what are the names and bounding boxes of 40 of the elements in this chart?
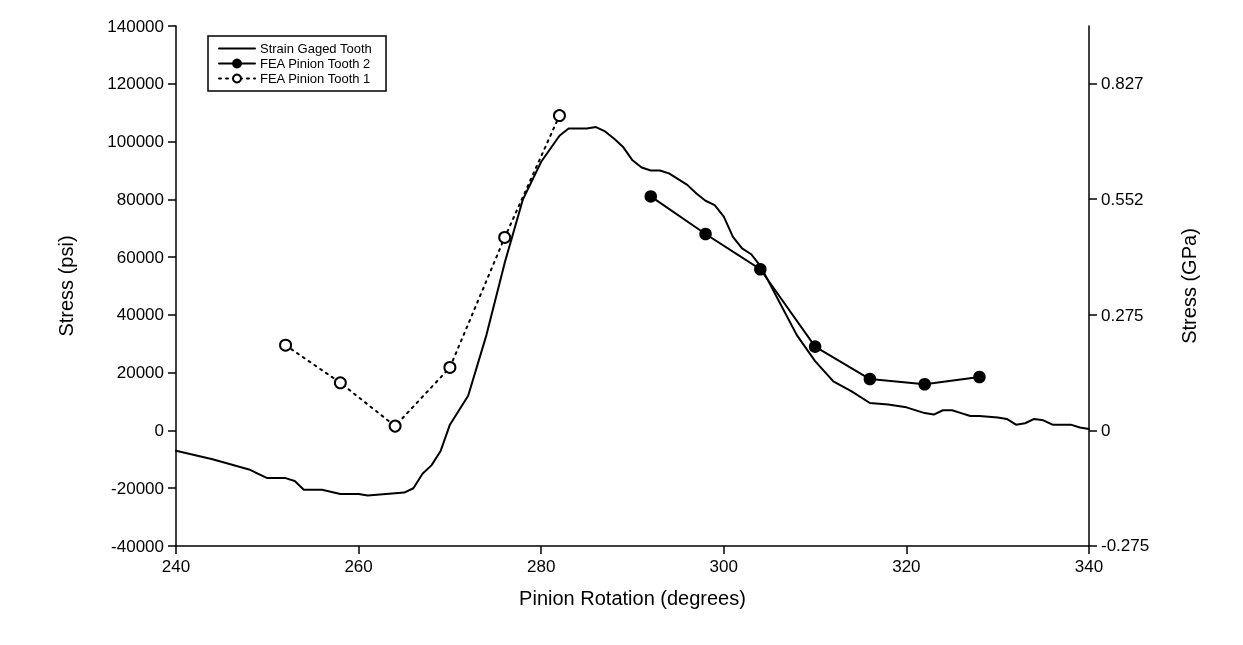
x-tick-label: 260	[344, 557, 373, 576]
y-tick-label: -20000	[111, 478, 164, 498]
point	[388, 419, 402, 433]
point	[498, 230, 512, 244]
y-tick-label: 60000	[116, 247, 164, 267]
x-tick-label: 240	[161, 557, 191, 576]
point	[918, 377, 931, 391]
y-tick-label: 80000	[116, 189, 164, 209]
y2-tick-label: 0.275	[1101, 305, 1144, 325]
y2-axis-title: Stress (GPa)	[1178, 228, 1200, 344]
y-tick-label: 0	[154, 420, 164, 440]
x-tick-label: 300	[709, 557, 738, 576]
point	[754, 263, 767, 276]
y-tick-label: 140000	[107, 16, 164, 36]
legend-label: Strain Gaged Tooth	[260, 41, 372, 56]
point	[644, 190, 658, 203]
point	[808, 340, 822, 353]
x-tick-label: 320	[892, 557, 921, 576]
x-tick-label: 280	[527, 557, 556, 576]
point	[863, 372, 877, 386]
y-tick-label: -40000	[111, 536, 164, 556]
point	[699, 227, 712, 241]
y2-tick-label: -0.275	[1101, 536, 1150, 556]
legend-label: FEA Pinion Tooth 2	[260, 56, 371, 71]
point	[552, 109, 566, 123]
point	[443, 360, 457, 374]
point	[333, 376, 347, 390]
y2-tick-label: 0	[1101, 420, 1111, 440]
y-tick-label: 100000	[107, 132, 164, 152]
y-axis-title: Stress (psi)	[55, 235, 77, 337]
y-tick-label: 40000	[116, 305, 164, 325]
y-tick-label: 120000	[107, 74, 164, 94]
y-tick-label: 20000	[116, 363, 164, 383]
point	[973, 370, 986, 384]
y2-tick-label: 0.552	[1101, 189, 1144, 209]
point	[279, 338, 293, 352]
y2-tick-label: 0.827	[1101, 74, 1144, 94]
x-axis-title: Pinion Rotation (degrees)	[519, 587, 746, 609]
x-tick-label: 340	[1074, 557, 1104, 576]
legend-label: FEA Pinion Tooth 1	[260, 71, 371, 86]
